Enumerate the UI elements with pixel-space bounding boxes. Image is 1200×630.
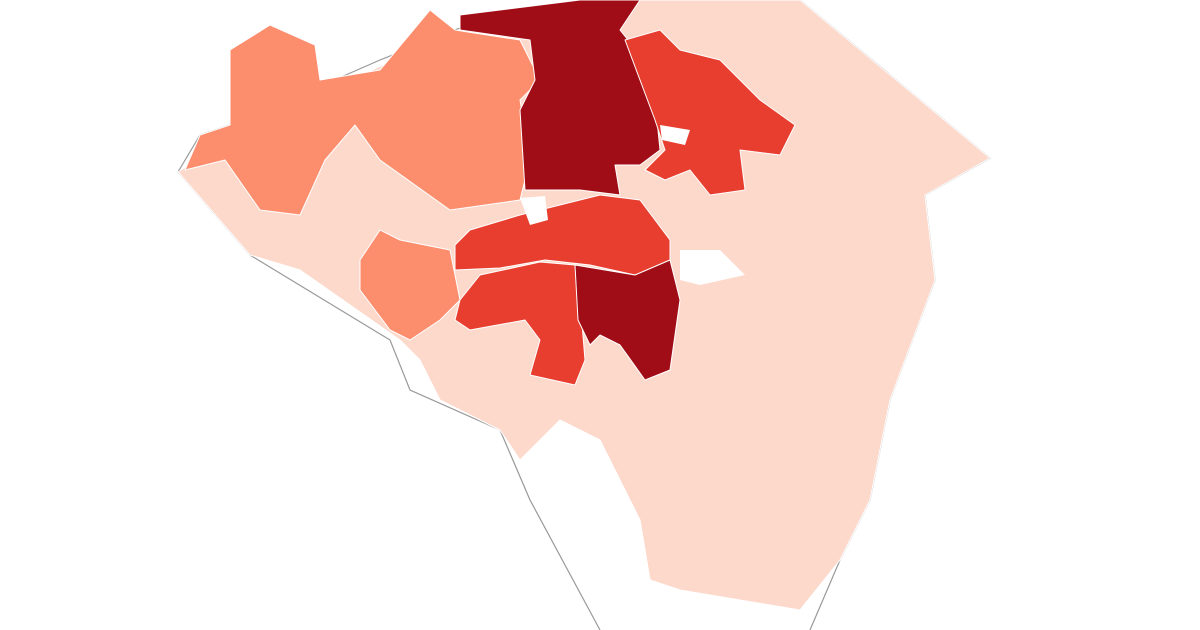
region-salmon-west [359,229,461,341]
region-red-east [624,29,796,196]
hole [660,125,690,145]
hole [520,196,548,225]
hole [680,250,745,285]
region-dark-south [574,259,681,381]
region-dark-north [459,0,661,196]
region-red-south [454,261,586,386]
regions [177,0,991,611]
